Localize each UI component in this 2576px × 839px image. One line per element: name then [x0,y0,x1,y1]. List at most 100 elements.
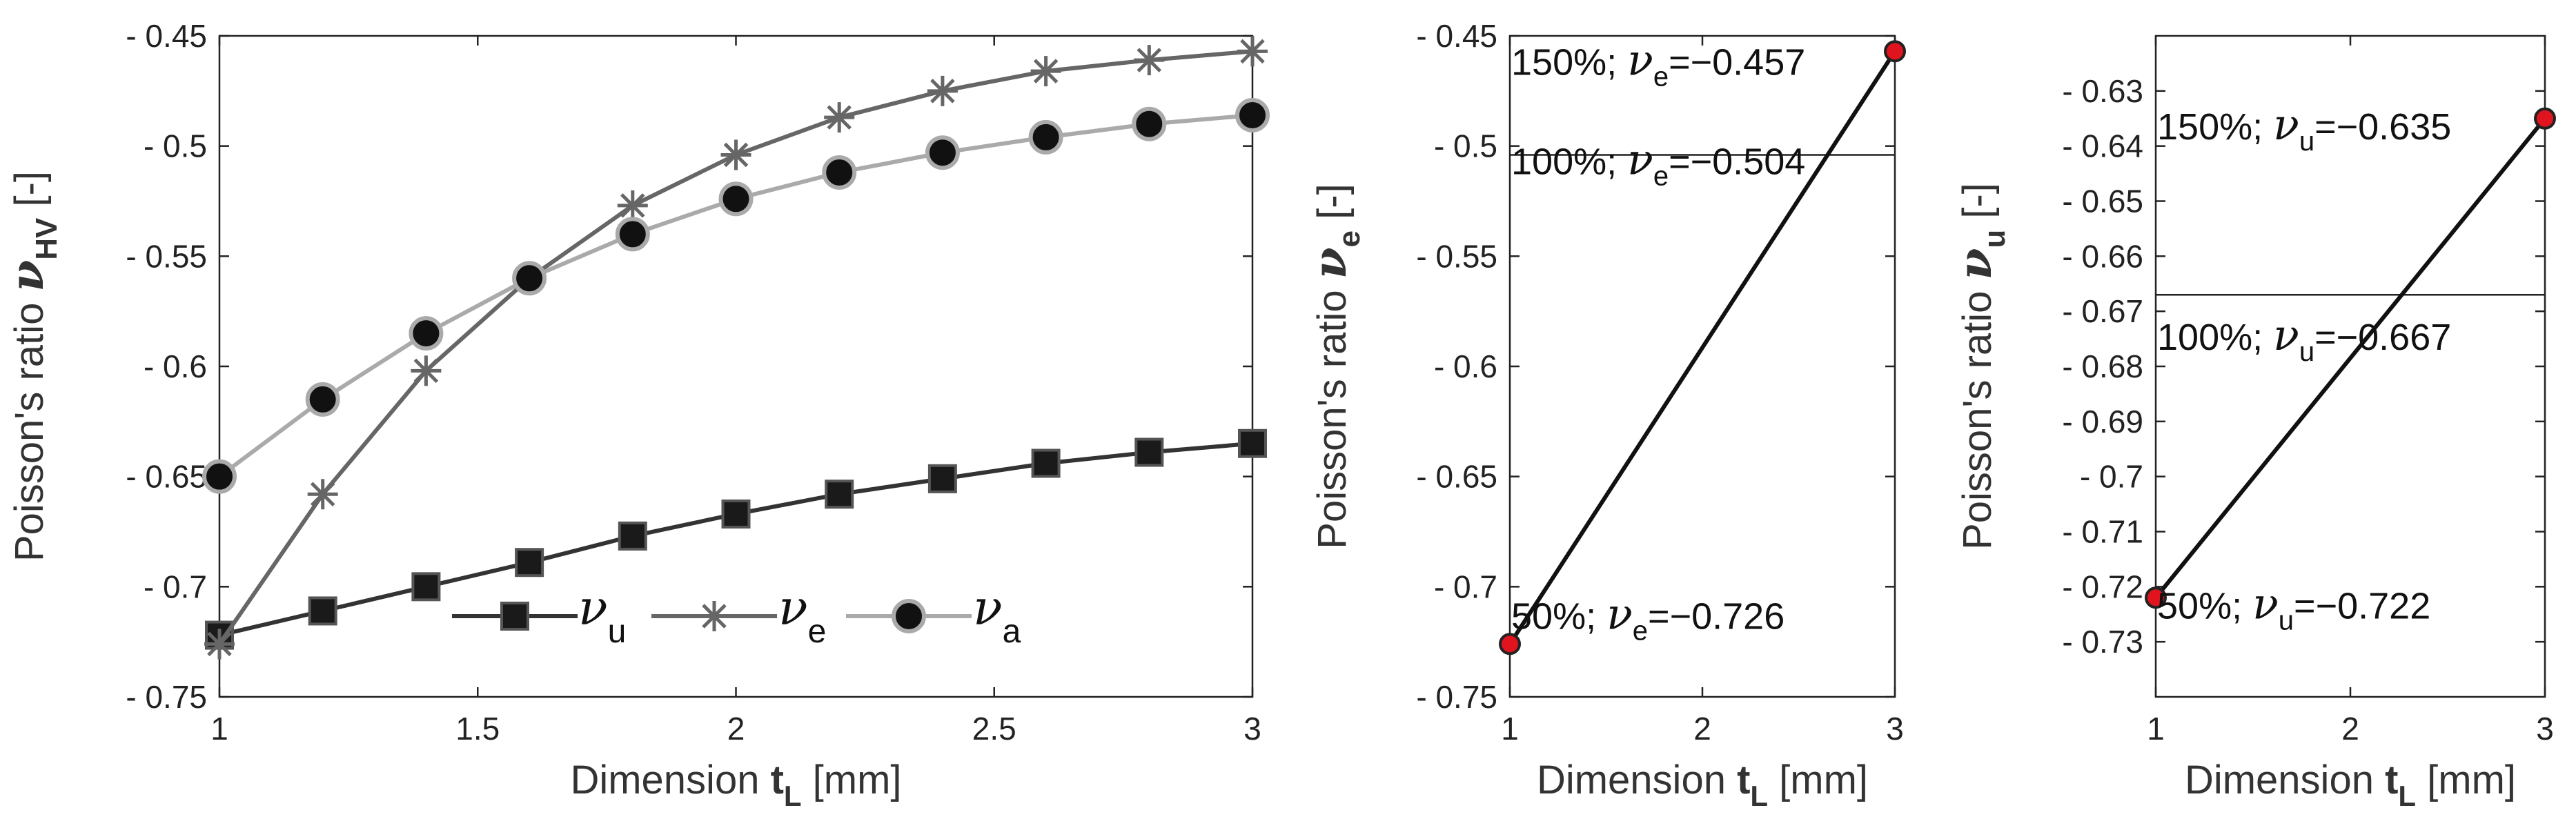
x-tick-label: 1 [1501,711,1519,747]
series-nu-e-point [1134,45,1165,76]
annotation-150pct: 150%; νu=−0.635 [2157,99,2451,157]
x-tick-label: 3 [1243,711,1261,747]
x-tick-label: 3 [2536,711,2554,747]
series-nu-e-point [204,629,235,660]
y-tick-label: - 0.67 [2062,293,2143,329]
y-axis-label: Poisson's ratio νu [-] [1948,183,2012,550]
annotation-50pct: 50%; νu=−0.722 [2157,578,2430,635]
x-tick-label: 2 [1693,711,1711,747]
series-nu-e-point [411,355,442,386]
series-nu-a-point [925,135,960,170]
data-point [1884,40,1906,63]
y-tick-label: - 0.45 [1416,18,1497,54]
y-tick-label: - 0.75 [126,679,207,715]
legend-label: νe [778,580,826,650]
y-tick-label: - 0.5 [1434,128,1497,164]
y-tick-label: - 0.64 [2062,128,2143,164]
x-tick-label: 1.5 [455,711,500,747]
series-nu-a-point [202,459,237,494]
series-nu-u-point [721,499,751,529]
y-tick-label: - 0.75 [1416,679,1497,715]
annotation-150pct: 150%; νe=−0.457 [1511,34,1805,92]
series-nu-e-point [617,190,648,221]
y-tick-label: - 0.7 [2080,459,2143,495]
chart-panel-poisson-u: 1 2 3 - 0.73 - 0.72 - 0.71 - 0.7 - 0.69 - 0.68 - … [1948,34,2556,812]
legend-entry-series-nu-a: νa [846,580,1021,650]
x-axis-label: Dimension tL [mm] [2185,758,2516,812]
y-tick-label: - 0.65 [1416,459,1497,495]
y-tick-label: - 0.72 [2062,569,2143,604]
y-tick-label: - 0.6 [1434,348,1497,384]
series-nu-u-point [618,521,647,551]
series-nu-a-point [1028,119,1063,155]
series-nu-a-point [1132,106,1167,141]
series-nu-u-point [515,548,544,578]
series-nu-u-point [1134,437,1164,467]
legend-marker [500,602,529,631]
legend: νu νe νa [452,580,1021,650]
data-point [1499,633,1521,655]
legend-label: νa [973,580,1021,650]
series-nu-a-point [822,155,857,190]
y-tick-label: - 0.69 [2062,404,2143,440]
data-line [2154,117,2547,600]
series-nu-u-point [927,464,957,493]
series-nu-a-point [305,382,340,417]
y-tick-label: - 0.65 [126,459,207,495]
chart-panel-poisson-hv: 1 1.5 2 2.5 3 - 0.75 - 0.7 - 0.65 - 0.6 - 0.55 - 0… [0,18,1270,812]
series-nu-e-point [927,75,958,106]
legend-marker [892,599,926,633]
y-axis-label: Poisson's ratio νHV [-] [0,171,63,562]
y-tick-label: - 0.5 [144,128,207,164]
y-tick-label: - 0.45 [126,18,207,54]
chart-panel-poisson-e: 1 2 3 - 0.75 - 0.7 - 0.65 - 0.6 - 0.55 - 0.5 - 0.… [1303,18,1906,812]
x-tick-label: 2 [2341,711,2359,747]
series-nu-u [205,428,1267,650]
series-nu-u-point [1031,448,1061,478]
x-tick-label: 1 [2147,711,2165,747]
x-axis-label: Dimension tL [mm] [1537,758,1868,812]
legend-entry-series-nu-u: νu [452,580,626,650]
y-tick-label: - 0.63 [2062,73,2143,109]
y-tick-label: - 0.7 [1434,569,1497,604]
x-axis-label: Dimension tL [mm] [570,758,901,812]
series-nu-a-point [512,261,547,296]
annotation-100pct: 100%; νu=−0.667 [2157,310,2451,367]
y-tick-label: - 0.6 [144,348,207,384]
legend-marker [699,601,729,631]
y-tick-label: - 0.7 [144,569,207,604]
series-nu-u-point [1238,428,1267,458]
legend-entry-series-nu-e: νe [651,580,826,650]
series-nu-a-point [615,217,650,252]
data-line [1508,50,1897,645]
series-nu-a-point [718,181,754,217]
series-nu-a [202,97,1270,494]
y-tick-label: - 0.55 [126,238,207,274]
series-nu-a-point [1235,97,1270,132]
x-tick-label: 3 [1886,711,1904,747]
y-tick-label: - 0.55 [1416,238,1497,274]
y-tick-label: - 0.65 [2062,184,2143,219]
x-tick-label: 1 [210,711,228,747]
x-tick-label: 2.5 [972,711,1016,747]
y-axis-label: Poisson's ratio νe [-] [1303,184,1366,549]
annotation-50pct: 50%; νe=−0.726 [1511,589,1784,646]
y-tick-label: - 0.68 [2062,348,2143,384]
y-tick-label: - 0.73 [2062,624,2143,660]
annotation-100pct: 100%; νe=−0.504 [1511,134,1805,191]
series-nu-e-point [307,479,338,510]
series-nu-u-point [308,596,337,626]
y-tick-label: - 0.71 [2062,514,2143,550]
series-nu-u-point [825,480,854,509]
series-nu-e-point [1237,36,1268,67]
data-point [2534,107,2556,130]
y-tick-label: - 0.66 [2062,238,2143,274]
series-nu-u-point [411,572,441,602]
series-nu-e-point [720,139,751,170]
series-nu-e-point [824,102,855,133]
data-point [2145,586,2167,609]
series-nu-e-point [1030,56,1061,87]
legend-label: νu [578,580,626,650]
